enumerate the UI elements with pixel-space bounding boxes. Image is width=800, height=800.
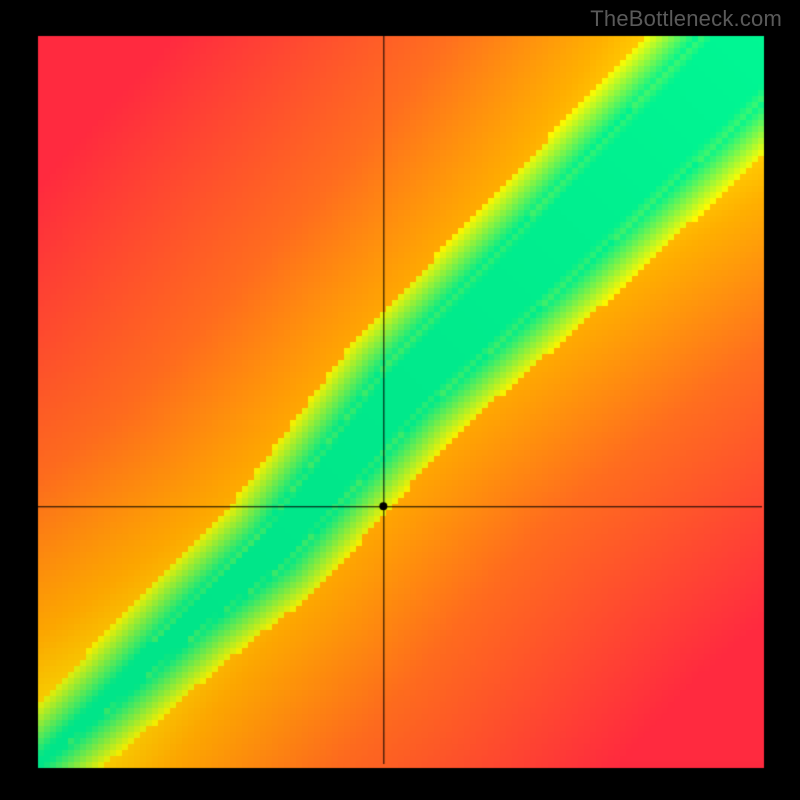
chart-container: TheBottleneck.com <box>0 0 800 800</box>
watermark-text: TheBottleneck.com <box>590 6 782 32</box>
bottleneck-heatmap <box>0 0 800 800</box>
